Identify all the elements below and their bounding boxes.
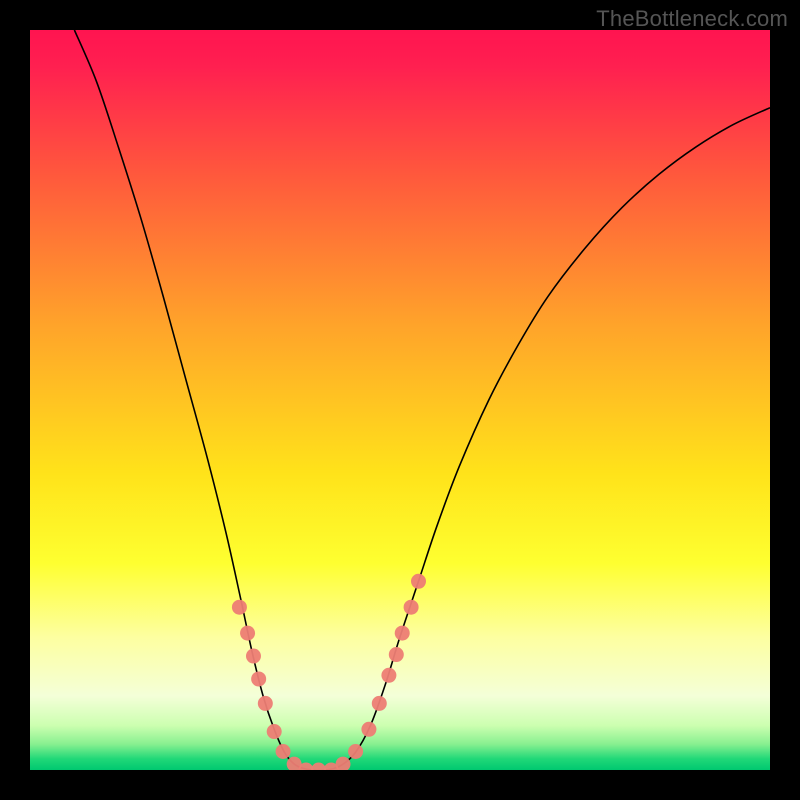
curve-marker xyxy=(232,600,247,615)
curve-marker xyxy=(389,647,404,662)
curve-marker xyxy=(395,626,410,641)
curve-marker xyxy=(336,757,351,772)
curve-marker xyxy=(267,724,282,739)
curve-marker xyxy=(348,744,363,759)
curve-marker xyxy=(276,744,291,759)
watermark-text: TheBottleneck.com xyxy=(596,6,788,32)
curve-marker xyxy=(251,671,266,686)
curve-marker xyxy=(381,668,396,683)
curve-marker xyxy=(240,626,255,641)
curve-marker xyxy=(258,696,273,711)
curve-marker xyxy=(246,649,261,664)
bottleneck-chart xyxy=(0,0,800,800)
curve-marker xyxy=(404,600,419,615)
curve-marker xyxy=(411,574,426,589)
curve-marker xyxy=(361,722,376,737)
curve-marker xyxy=(372,696,387,711)
